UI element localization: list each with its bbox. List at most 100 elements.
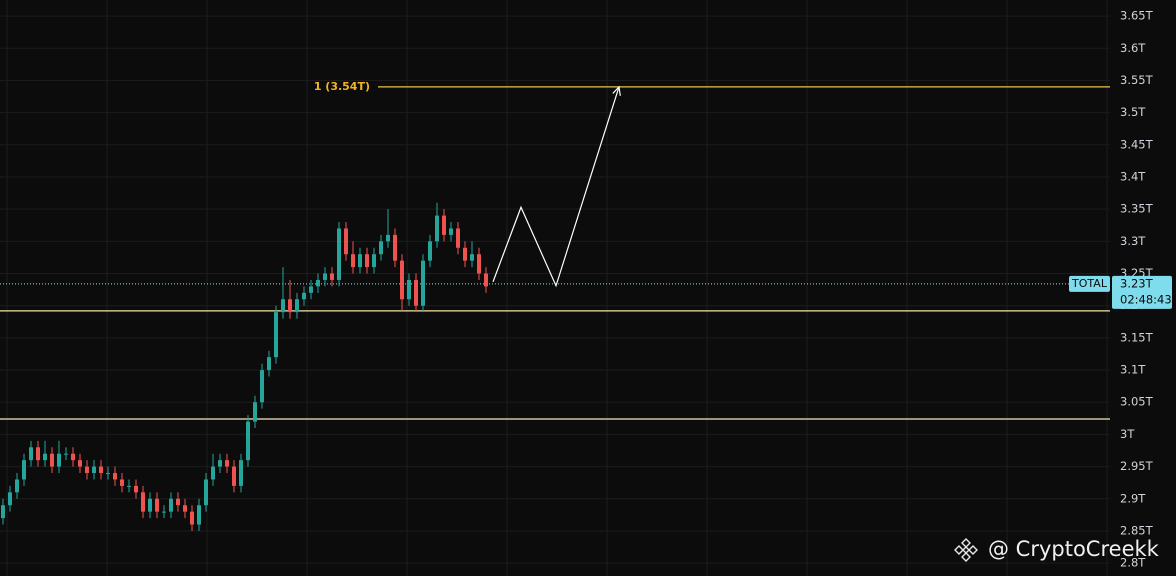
candle-body — [435, 215, 439, 242]
candle-body — [358, 254, 362, 268]
y-tick-label: 3.55T — [1120, 73, 1154, 87]
candle-body — [463, 247, 467, 261]
candle-body — [197, 505, 201, 525]
candle-body — [50, 453, 54, 467]
candle-body — [64, 453, 68, 455]
y-tick-label: 3T — [1120, 427, 1135, 441]
candle-body — [267, 357, 271, 371]
candle-body — [456, 228, 460, 248]
y-tick-label: 3.45T — [1120, 137, 1154, 151]
candle-body — [169, 498, 173, 512]
watermark-logo — [954, 538, 978, 562]
candle-body — [323, 273, 327, 280]
candle-body — [484, 273, 488, 287]
candle-body — [400, 260, 404, 300]
candle-body — [141, 492, 145, 512]
candle-body — [106, 473, 110, 475]
y-tick-label: 3.3T — [1120, 234, 1146, 248]
candle-body — [316, 279, 320, 287]
candle-body — [204, 479, 208, 506]
y-tick-label: 3.35T — [1120, 202, 1154, 216]
candle-body — [43, 453, 47, 461]
candle-body — [351, 254, 355, 268]
candle-body — [225, 460, 229, 467]
candle-body — [330, 273, 334, 280]
candle-body — [428, 241, 432, 261]
candle-body — [309, 286, 313, 293]
candle-body — [246, 421, 250, 461]
candle-body — [99, 466, 103, 474]
candle-body — [232, 466, 236, 486]
y-tick-label: 2.85T — [1120, 523, 1154, 537]
y-tick-label: 3.65T — [1120, 9, 1154, 23]
watermark: @ CryptoCreekk — [988, 537, 1160, 561]
candle-body — [22, 460, 26, 480]
candle-body — [71, 453, 75, 461]
candle-body — [78, 460, 82, 467]
candle-body — [337, 228, 341, 280]
candle-body — [288, 299, 292, 313]
candle-body — [449, 228, 453, 235]
candle-body — [176, 498, 180, 506]
candle-body — [393, 234, 397, 261]
candle-body — [85, 466, 89, 474]
time-grid — [6, 0, 1108, 576]
y-tick-label: 3.4T — [1120, 169, 1146, 183]
candle-body — [372, 254, 376, 268]
candle-body — [274, 312, 278, 358]
y-tick-label: 2.8T — [1120, 556, 1146, 570]
candle-body — [148, 498, 152, 512]
candle-body — [127, 485, 131, 487]
name-tag: TOTAL — [1071, 277, 1108, 290]
countdown: 02:48:43 — [1120, 292, 1172, 306]
candle-body — [113, 473, 117, 480]
y-tick-label: 3.5T — [1120, 105, 1146, 119]
level-label: 1 (3.54T) — [314, 80, 370, 93]
candle-body — [57, 453, 61, 467]
candle-body — [470, 254, 474, 261]
candle-body — [260, 370, 264, 403]
y-tick-label: 3.1T — [1120, 363, 1146, 377]
candle-body — [183, 505, 187, 512]
y-tick-label: 3.05T — [1120, 395, 1154, 409]
candle-body — [344, 228, 348, 255]
y-tick-label: 3.6T — [1120, 41, 1146, 55]
candle-body — [162, 511, 166, 513]
candle-body — [239, 460, 243, 486]
candle-body — [442, 215, 446, 235]
candle-body — [92, 466, 96, 474]
arrow-head — [612, 85, 621, 96]
candle-body — [386, 234, 390, 242]
projection-path — [492, 86, 620, 288]
y-tick-label: 2.9T — [1120, 491, 1146, 505]
candle-body — [8, 492, 12, 506]
candle-body — [15, 479, 19, 493]
price-tag-box — [1112, 275, 1172, 309]
candle-body — [477, 254, 481, 274]
candle-body — [36, 447, 40, 461]
y-tick-label: 3.15T — [1120, 330, 1154, 344]
y-tick-label: 2.95T — [1120, 459, 1154, 473]
candle-body — [29, 447, 33, 461]
candle-body — [1, 505, 5, 519]
candle-body — [407, 279, 411, 300]
candle-body — [253, 402, 257, 422]
price-tag: 3.23T — [1120, 276, 1154, 290]
candle-body — [190, 511, 194, 525]
candle-body — [281, 299, 285, 313]
candle-body — [155, 498, 159, 512]
candle-body — [120, 479, 124, 486]
candle-body — [379, 241, 383, 255]
candle-body — [295, 299, 299, 313]
candle-body — [211, 466, 215, 480]
candle-body — [302, 292, 306, 300]
candle-body — [414, 279, 418, 306]
candle-body — [365, 254, 369, 268]
candle-body — [218, 460, 222, 467]
candle-body — [134, 485, 138, 493]
candle-body — [421, 260, 425, 306]
name-tag-box — [1069, 275, 1110, 292]
